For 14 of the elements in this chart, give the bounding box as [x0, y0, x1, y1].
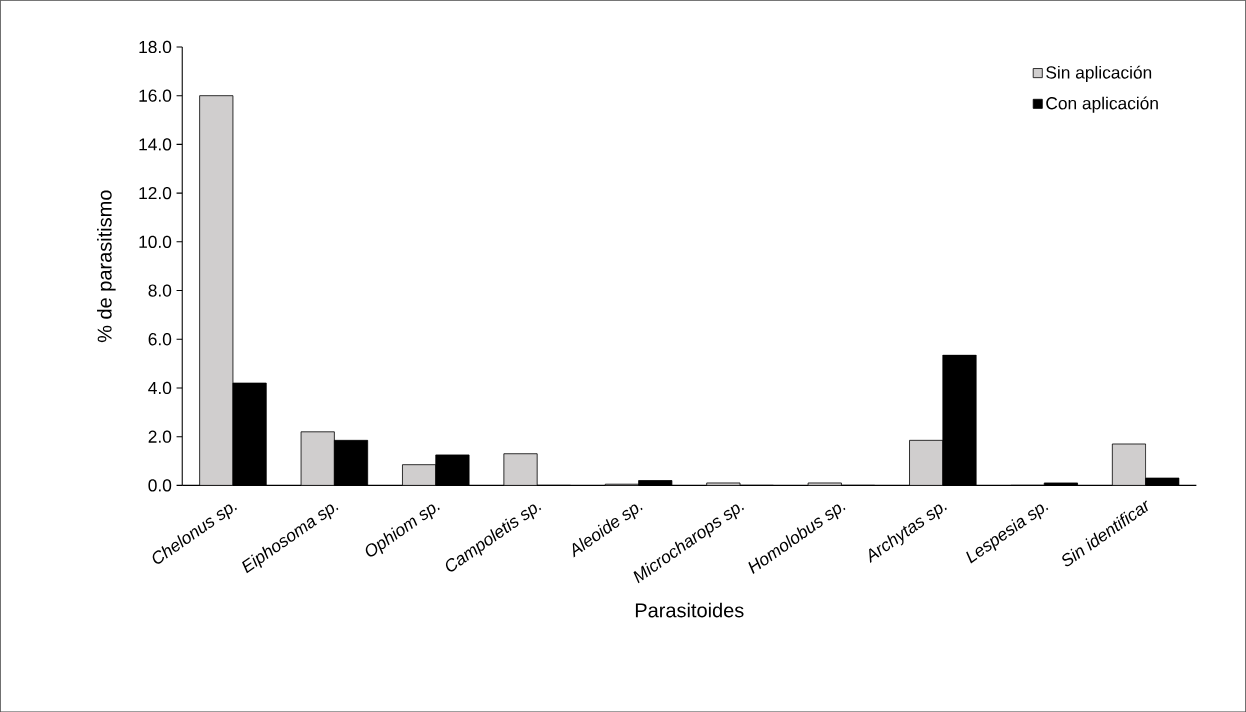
y-tick-label: 18.0	[139, 40, 172, 53]
y-tick-label: 16.0	[139, 89, 172, 102]
y-tick-label: 0.0	[148, 479, 172, 492]
y-tick-label: 6.0	[148, 332, 172, 346]
y-tick-label: 10.0	[139, 235, 172, 248]
y-tick-label: 14.0	[139, 138, 172, 151]
x-axis-title: Parasitoides	[635, 602, 744, 618]
y-tick-label: 2.0	[148, 430, 172, 443]
y-tick-label: 4.0	[148, 381, 172, 394]
y-tick-label: 8.0	[148, 284, 172, 297]
legend-label: Con aplicación	[1046, 96, 1158, 113]
y-axis-title: % de parasitismo	[97, 190, 116, 342]
y-tick-label: 12.0	[139, 186, 172, 200]
legend-label: Sin aplicación	[1046, 65, 1152, 82]
